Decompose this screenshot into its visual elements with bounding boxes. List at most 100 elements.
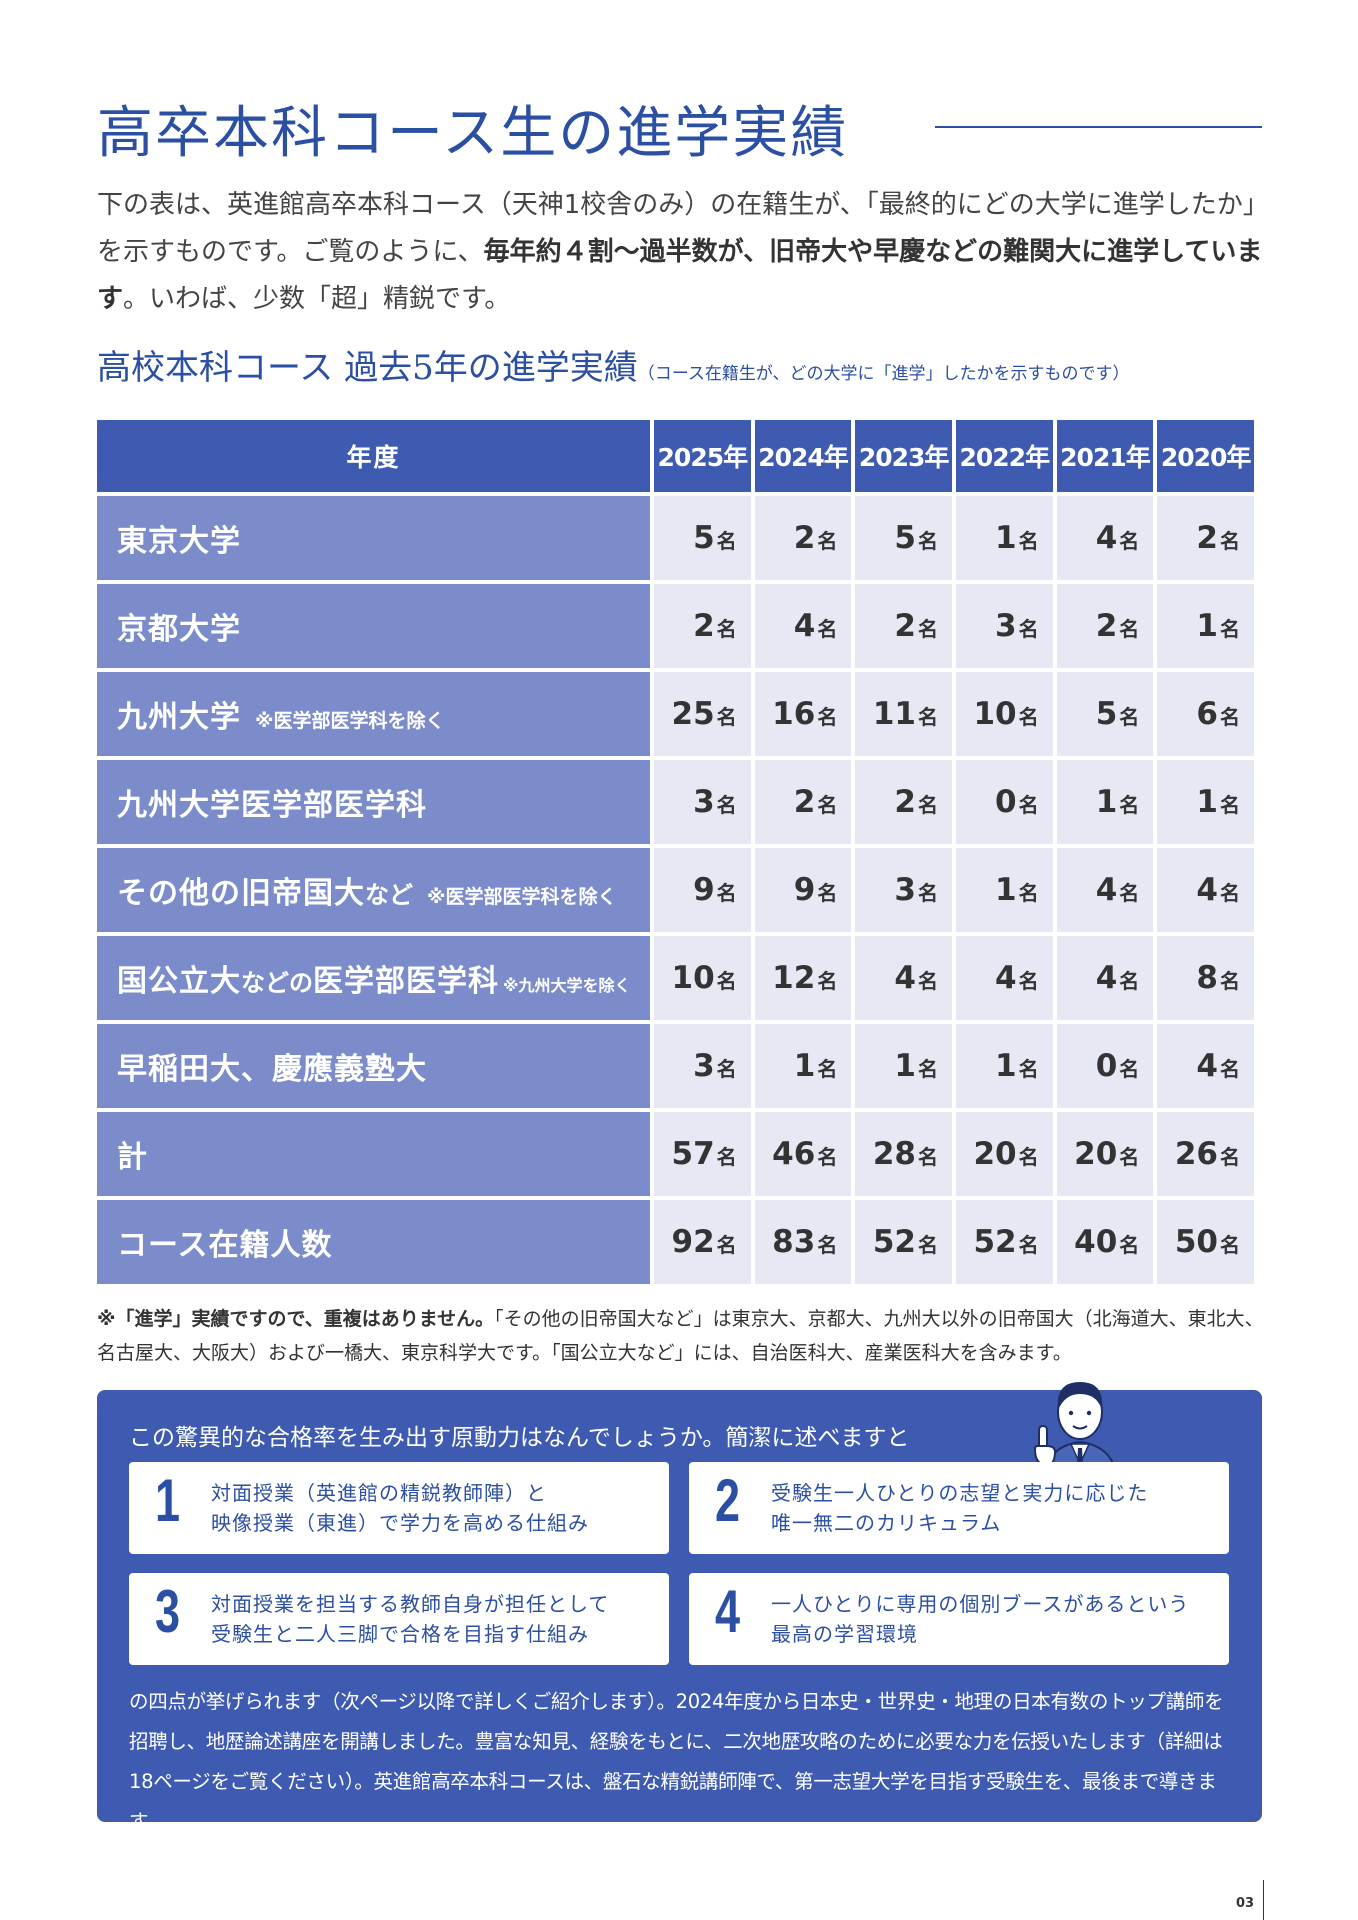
cell-value: 1 — [995, 520, 1017, 556]
cell-value: 2 — [1095, 608, 1118, 644]
cell-unit: 名 — [1119, 705, 1140, 729]
cell-value: 4 — [1095, 520, 1118, 556]
row-label-text-2: 医学部医学科 — [313, 964, 499, 999]
cell-unit: 名 — [1119, 617, 1140, 641]
cell-unit: 名 — [1220, 529, 1240, 553]
table-cell: 20 名 — [1056, 1112, 1154, 1196]
table-cell: 16 名 — [754, 672, 852, 756]
cell-value: 9 — [793, 872, 816, 908]
cell-unit: 名 — [917, 1233, 938, 1257]
cell-unit: 名 — [917, 705, 938, 729]
reason-text: 対面授業を担当する教師自身が担任として 受験生と二人三脚で合格を目指す仕組み — [211, 1589, 609, 1649]
reason-line-2: 唯一無二のカリキュラム — [771, 1511, 1002, 1535]
header-year: 2024年 — [754, 420, 852, 492]
reason-text: 一人ひとりに専用の個別ブースがあるという 最高の学習環境 — [771, 1589, 1189, 1649]
section-heading: 高校本科コース 過去5年の進学実績（コース在籍生が、どの大学に「進学」したかを示… — [97, 340, 1130, 389]
table-cell: 10 名 — [654, 936, 751, 1020]
row-label-text: 九州大学医学部医学科 — [117, 788, 427, 823]
table-cell: 10 名 — [955, 672, 1053, 756]
row-label-note: ※九州大学を除く — [503, 976, 631, 995]
table-cell: 83 名 — [754, 1200, 852, 1284]
reason-line-2: 映像授業（東進）で学力を高める仕組み — [211, 1511, 589, 1535]
cell-unit: 名 — [1119, 529, 1140, 553]
cell-unit: 名 — [1119, 1057, 1140, 1081]
row-label: 国公立大などの医学部医学科 ※九州大学を除く — [97, 936, 650, 1020]
cell-unit: 名 — [1018, 705, 1039, 729]
intro-text-1: 下の表は、英進館高卒本科コース（天神1校舎のみ）の在籍生が、「最終的にどの大学に… — [97, 190, 1256, 267]
cell-unit: 名 — [1018, 969, 1039, 993]
cell-value: 25 — [671, 696, 715, 732]
table-row: 早稲田大、慶應義塾大 3 名 1 名 1 名 1 名 0 名 4 名 — [97, 1024, 1254, 1108]
cell-unit: 名 — [1119, 1145, 1140, 1169]
header-year: 2023年 — [855, 420, 952, 492]
cell-value: 1 — [1196, 608, 1218, 644]
row-label-text: 東京大学 — [117, 524, 241, 559]
cell-value: 26 — [1174, 1136, 1218, 1172]
reason-line-1: 一人ひとりに専用の個別ブースがあるという — [771, 1592, 1190, 1616]
table-row: 東京大学 5 名 2 名 5 名 1 名 4 名 2 名 — [97, 496, 1254, 580]
cell-unit: 名 — [917, 969, 938, 993]
cell-unit: 名 — [1220, 1145, 1240, 1169]
cell-unit: 名 — [716, 529, 737, 553]
cell-value: 3 — [995, 608, 1017, 644]
cell-unit: 名 — [1018, 1145, 1039, 1169]
cell-value: 20 — [1074, 1136, 1118, 1172]
cell-unit: 名 — [1018, 793, 1039, 817]
cell-unit: 名 — [1119, 969, 1140, 993]
cell-value: 2 — [894, 784, 916, 820]
reason-number: 4 — [715, 1578, 741, 1645]
table-row: 国公立大などの医学部医学科 ※九州大学を除く 10 名 12 名 4 名 4 名 4 名 8 名 — [97, 936, 1254, 1020]
cell-value: 3 — [693, 1048, 715, 1084]
cell-value: 83 — [772, 1224, 816, 1260]
intro-bold: 毎年約４割～過半数が、旧帝大や早慶などの難関大に進学しています — [97, 237, 1263, 314]
cell-unit: 名 — [917, 1057, 938, 1081]
cell-value: 50 — [1174, 1224, 1218, 1260]
cell-unit: 名 — [1018, 1057, 1039, 1081]
reason-number: 3 — [155, 1578, 181, 1645]
cell-value: 2 — [1196, 520, 1218, 556]
cell-unit: 名 — [1220, 969, 1240, 993]
table-row: コース在籍人数 92 名 83 名 52 名 52 名 40 名 50 名 — [97, 1200, 1254, 1284]
cell-unit: 名 — [1220, 793, 1240, 817]
reason-line-1: 対面授業を担当する教師自身が担任として — [211, 1592, 610, 1616]
row-label: コース在籍人数 — [97, 1200, 650, 1284]
cell-value: 1 — [1196, 784, 1218, 820]
cell-unit: 名 — [817, 793, 838, 817]
reason-text: 受験生一人ひとりの志望と実力に応じた 唯一無二のカリキュラム — [771, 1478, 1148, 1538]
cell-value: 20 — [973, 1136, 1017, 1172]
cell-value: 8 — [1196, 960, 1218, 996]
row-label-text: 早稲田大、慶應義塾大 — [117, 1052, 427, 1087]
row-label-note: ※医学部医学科を除く — [255, 710, 445, 732]
cell-unit: 名 — [817, 617, 838, 641]
cell-value: 1 — [894, 1048, 916, 1084]
cell-unit: 名 — [1220, 1233, 1240, 1257]
table-cell: 11 名 — [855, 672, 952, 756]
cell-value: 4 — [1095, 960, 1118, 996]
cell-unit: 名 — [1220, 1057, 1240, 1081]
cell-value: 4 — [793, 608, 816, 644]
table-row: 九州大学 ※医学部医学科を除く 25 名 16 名 11 名 10 名 5 名 6 名 — [97, 672, 1254, 756]
row-label-text: 計 — [117, 1140, 148, 1175]
row-label: その他の旧帝国大など ※医学部医学科を除く — [97, 848, 650, 932]
reason-number: 1 — [155, 1467, 181, 1534]
cell-value: 1 — [995, 1048, 1017, 1084]
cell-value: 5 — [1095, 696, 1118, 732]
table-cell: 20 名 — [955, 1112, 1053, 1196]
